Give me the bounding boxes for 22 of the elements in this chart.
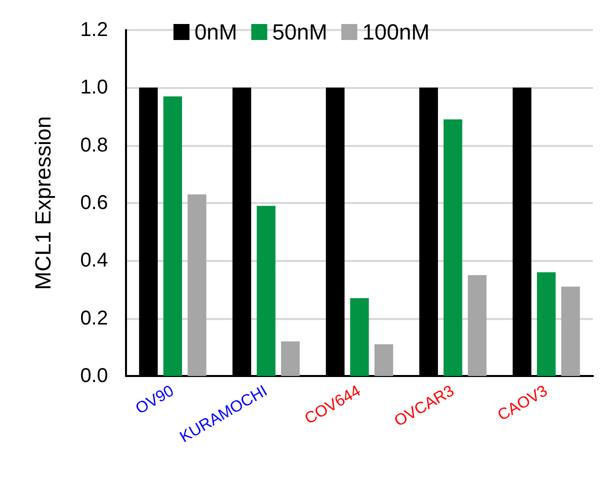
y-tick-label: 1.2 [80, 19, 108, 41]
y-tick-label: 0.8 [80, 134, 108, 156]
legend-label: 50nM [272, 20, 328, 44]
bar [536, 272, 556, 376]
legend-label: 0nM [194, 20, 238, 44]
bar [256, 206, 276, 376]
bar [374, 344, 394, 376]
y-tick-label: 0.6 [80, 192, 108, 214]
y-tick-label: 0.4 [80, 250, 108, 272]
x-tick-label: OV90 [133, 382, 178, 418]
bar [444, 119, 462, 376]
legend-label: 100nM [362, 20, 430, 44]
bar [350, 298, 369, 376]
y-tick-label: 0.0 [80, 365, 108, 387]
bar [163, 96, 182, 376]
y-tick-label: 0.2 [80, 307, 108, 330]
bar [468, 275, 487, 376]
bar [561, 286, 580, 376]
bar [188, 194, 206, 376]
bar [281, 341, 300, 376]
y-tick-label: 1.0 [80, 76, 108, 99]
y-axis-title: MCL1 Expression [30, 116, 56, 290]
